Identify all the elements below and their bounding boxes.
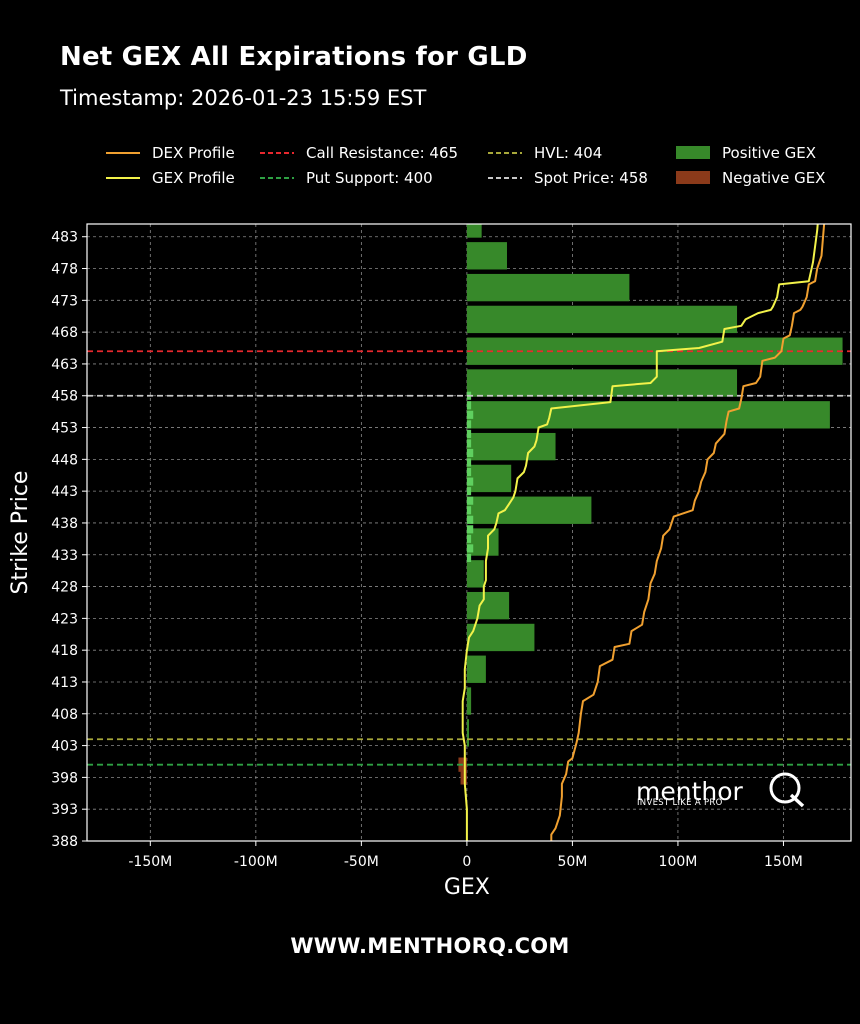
footer-url: WWW.MENTHORQ.COM <box>290 934 570 958</box>
legend-item: GEX Profile <box>106 169 235 187</box>
negative-gex-bar <box>460 770 467 785</box>
chart-legend: DEX Profile GEX Profile Call Resistance: 4… <box>106 144 825 187</box>
positive-gex-bar <box>466 719 469 747</box>
y-tick-label: 423 <box>51 611 78 627</box>
small-gex-bar <box>466 468 472 477</box>
legend-item: Put Support: 400 <box>260 169 433 187</box>
small-gex-bar <box>466 401 472 410</box>
positive-gex-bar <box>466 401 830 429</box>
y-tick-label: 478 <box>51 262 78 278</box>
y-tick-label: 428 <box>51 580 78 596</box>
y-tick-label: 453 <box>51 421 78 437</box>
small-gex-bar <box>466 496 474 505</box>
reference-lines <box>87 350 851 766</box>
x-tick-label: -100M <box>234 854 278 870</box>
legend-label: DEX Profile <box>152 144 235 162</box>
x-axis-ticks: -150M -100M -50M 0 50M 100M 150M <box>128 841 803 870</box>
y-tick-label: 463 <box>51 357 78 373</box>
y-tick-label: 468 <box>51 325 78 341</box>
positive-gex-bar <box>466 687 472 715</box>
legend-label: Positive GEX <box>722 144 816 162</box>
positive-gex-bar <box>466 224 482 238</box>
x-axis-label: GEX <box>444 875 490 900</box>
y-tick-label: 433 <box>51 548 78 564</box>
plot-frame <box>86 223 852 842</box>
small-gex-bar <box>466 439 472 448</box>
x-tick-label: 50M <box>557 854 587 870</box>
positive-gex-bar <box>466 560 484 588</box>
logo-q-icon <box>769 772 801 804</box>
legend-swatch <box>676 171 710 184</box>
logo-tagline: INVEST LIKE A PRO <box>637 798 723 808</box>
positive-gex-bar <box>466 337 843 365</box>
x-tick-label: 150M <box>764 854 803 870</box>
y-tick-label: 458 <box>51 389 78 405</box>
small-gex-bar <box>466 553 472 562</box>
legend-item: HVL: 404 <box>488 144 602 162</box>
small-gex-bar <box>466 515 474 524</box>
positive-gex-bar <box>466 591 510 620</box>
y-tick-label: 418 <box>51 643 78 659</box>
legend-item: Call Resistance: 465 <box>260 144 458 162</box>
y-tick-label: 473 <box>51 293 78 309</box>
gex-bars <box>458 224 843 785</box>
small-gex-bar <box>466 487 472 496</box>
positive-gex-bar <box>466 273 630 302</box>
y-tick-label: 408 <box>51 707 78 723</box>
small-gex-bar <box>466 477 474 486</box>
chart-subtitle: Timestamp: 2026-01-23 15:59 EST <box>60 86 427 110</box>
legend-label: Negative GEX <box>722 169 825 187</box>
logo-q-tail <box>789 793 805 808</box>
y-tick-label: 413 <box>51 675 78 691</box>
legend-item: Negative GEX <box>676 169 825 187</box>
small-gex-bar <box>466 506 472 515</box>
legend-item: DEX Profile <box>106 144 235 162</box>
legend-label: Call Resistance: 465 <box>306 144 458 162</box>
small-gex-bar <box>466 429 472 438</box>
positive-gex-bar <box>466 369 738 397</box>
small-gex-bar <box>466 525 474 534</box>
legend-item: Positive GEX <box>676 144 816 162</box>
legend-label: Spot Price: 458 <box>534 169 648 187</box>
small-gex-bar <box>466 458 472 467</box>
positive-gex-bar <box>466 242 507 270</box>
legend-label: HVL: 404 <box>534 144 602 162</box>
x-tick-label: 0 <box>462 854 471 870</box>
y-tick-label: 393 <box>51 802 78 818</box>
y-axis-label: Strike Price <box>8 471 33 595</box>
profile-lines <box>461 224 826 841</box>
y-axis-ticks: 388 393 398 403 408 413 418 423 428 433 438 443 448 4… <box>51 230 87 850</box>
positive-gex-bar <box>466 623 535 652</box>
small-gex-bar <box>466 448 474 458</box>
small-gex-bar <box>466 544 474 553</box>
small-gex-bar <box>466 410 474 419</box>
positive-gex-bar <box>466 655 486 683</box>
x-tick-label: -150M <box>128 854 172 870</box>
logo-wordmark: menthor <box>636 777 744 806</box>
positive-gex-bar <box>466 432 556 461</box>
y-tick-label: 483 <box>51 230 78 246</box>
y-tick-label: 403 <box>51 739 78 755</box>
small-gex-bar <box>466 534 472 543</box>
x-tick-label: -50M <box>344 854 379 870</box>
y-tick-label: 443 <box>51 484 78 500</box>
positive-gex-bar <box>466 305 738 334</box>
x-tick-label: 100M <box>659 854 698 870</box>
gex-profile-line <box>461 224 819 841</box>
positive-gex-bar <box>466 464 512 493</box>
small-gex-bar <box>466 420 472 429</box>
legend-item: Spot Price: 458 <box>488 169 648 187</box>
dex-profile-line <box>550 224 826 841</box>
y-tick-label: 448 <box>51 452 78 468</box>
legend-label: Put Support: 400 <box>306 169 433 187</box>
y-tick-label: 388 <box>51 834 78 850</box>
y-tick-label: 398 <box>51 770 78 786</box>
chart-title: Net GEX All Expirations for GLD <box>60 42 528 72</box>
legend-label: GEX Profile <box>152 169 235 187</box>
positive-gex-bar <box>466 496 592 524</box>
legend-swatch <box>676 146 710 159</box>
y-tick-label: 438 <box>51 516 78 532</box>
